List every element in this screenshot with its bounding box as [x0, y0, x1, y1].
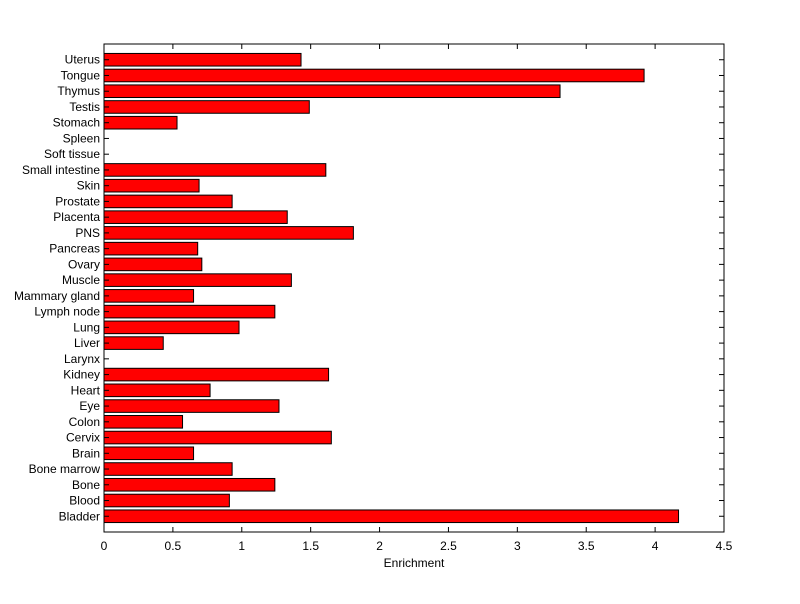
- x-tick-label: 3.5: [578, 539, 595, 553]
- x-tick-label: 4.5: [716, 539, 733, 553]
- bar-tongue: [103, 68, 645, 83]
- x-tick-label: 2: [376, 539, 383, 553]
- bar-thymus: [103, 84, 561, 99]
- y-tick-label: Stomach: [53, 116, 100, 130]
- y-tick-label: PNS: [75, 226, 100, 240]
- y-tick-label: Testis: [69, 100, 100, 114]
- bar-prostate: [103, 194, 233, 209]
- bar-pns: [103, 226, 354, 240]
- y-tick-label: Mammary gland: [14, 289, 100, 303]
- y-tick-label: Small intestine: [22, 163, 100, 177]
- x-tick-label: 3: [514, 539, 521, 553]
- y-tick-label: Lung: [73, 320, 100, 334]
- y-tick-label: Bladder: [59, 509, 100, 523]
- y-tick-label: Spleen: [63, 131, 100, 145]
- y-tick-label: Blood: [69, 494, 100, 508]
- bar-bladder: [103, 509, 680, 524]
- bar-bone-marrow: [103, 462, 233, 476]
- x-tick-label: 1.5: [302, 539, 319, 553]
- y-tick-label: Pancreas: [49, 242, 100, 256]
- x-tick-label: 1: [238, 539, 245, 553]
- bar-colon: [103, 415, 184, 429]
- y-tick-label: Eye: [79, 399, 100, 413]
- x-tick-label: 0: [101, 539, 108, 553]
- y-tick-label: Colon: [69, 415, 100, 429]
- x-tick-label: 4: [652, 539, 659, 553]
- bar-ovary: [103, 257, 203, 272]
- y-tick-label: Liver: [74, 336, 100, 350]
- y-tick-label: Muscle: [62, 273, 100, 287]
- y-tick-label: Placenta: [53, 210, 100, 224]
- bar-lung: [103, 320, 240, 335]
- bar-placenta: [103, 210, 288, 224]
- y-tick-label: Larynx: [64, 352, 100, 366]
- x-tick-label: 2.5: [440, 539, 457, 553]
- y-tick-label: Thymus: [57, 84, 100, 98]
- y-tick-label: Heart: [71, 383, 101, 397]
- x-axis-title: Enrichment: [384, 556, 445, 570]
- y-tick-label: Bone: [72, 478, 100, 492]
- x-tick-label: 0.5: [165, 539, 182, 553]
- y-tick-label: Kidney: [63, 368, 100, 382]
- bar-stomach: [103, 115, 178, 130]
- y-tick-label: Prostate: [55, 194, 100, 208]
- y-tick-label: Cervix: [66, 431, 100, 445]
- bar-mammary-gland: [103, 289, 195, 303]
- y-tick-label: Uterus: [65, 53, 100, 67]
- bar-blood: [103, 493, 230, 508]
- bar-pancreas: [103, 241, 199, 256]
- bar-muscle: [103, 273, 292, 287]
- bar-cervix: [103, 430, 332, 445]
- bar-bone: [103, 477, 276, 492]
- y-tick-label: Skin: [77, 179, 100, 193]
- bar-lymph-node: [103, 304, 276, 319]
- bar-kidney: [103, 367, 330, 382]
- y-tick-label: Bone marrow: [29, 462, 101, 476]
- axes-frame: [103, 43, 725, 533]
- bar-liver: [103, 336, 164, 350]
- y-tick-label: Ovary: [68, 257, 100, 271]
- y-tick-label: Brain: [72, 446, 100, 460]
- bar-testis: [103, 100, 310, 114]
- bar-small-intestine: [103, 163, 327, 177]
- y-tick-label: Lymph node: [34, 305, 100, 319]
- bar-brain: [103, 446, 195, 461]
- bar-eye: [103, 399, 280, 413]
- bar-heart: [103, 383, 211, 398]
- bar-skin: [103, 178, 200, 193]
- y-tick-label: Soft tissue: [44, 147, 100, 161]
- y-tick-label: Tongue: [61, 68, 101, 82]
- bar-uterus: [103, 52, 302, 67]
